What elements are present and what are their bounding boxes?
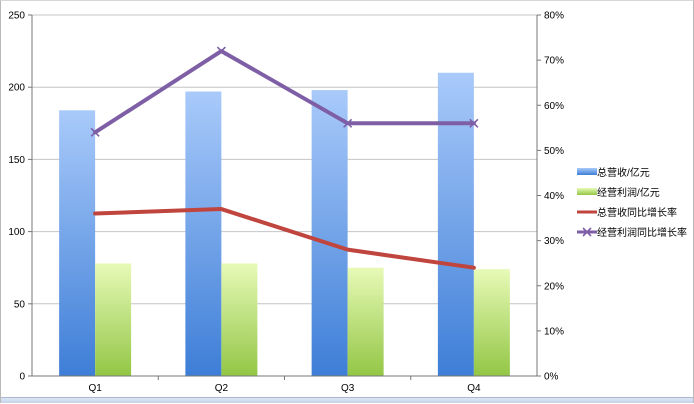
window-bottom-edge [1, 397, 693, 403]
x-axis-tick-label: Q2 [215, 383, 229, 394]
bar [311, 90, 348, 376]
right-axis-tick-label: 80% [544, 11, 564, 22]
left-axis-tick-label: 200 [8, 83, 25, 94]
bar [437, 72, 474, 376]
legend-label: 经营利润/亿元 [597, 186, 660, 199]
marker-stroke [469, 118, 479, 128]
legend-swatch [577, 188, 597, 195]
bar [59, 110, 96, 376]
marker-stroke [343, 118, 353, 128]
bar [473, 269, 510, 376]
bar [347, 267, 384, 376]
legend-label: 总营收同比增长率 [597, 206, 677, 219]
series-line [93, 207, 476, 270]
legend-marker [582, 227, 592, 237]
bar [185, 91, 222, 377]
right-axis-tick-label: 60% [544, 101, 564, 112]
legend-label: 经营利润同比增长率 [597, 226, 687, 239]
legend-swatch [577, 168, 597, 175]
left-axis-tick-label: 0 [19, 372, 25, 383]
line-point-marker [90, 127, 100, 137]
right-axis-tick-label: 40% [544, 191, 564, 202]
right-axis-tick-label: 30% [544, 236, 564, 247]
left-axis-tick-label: 100 [8, 227, 25, 238]
line-point-marker [469, 118, 479, 128]
x-axis-tick-label: Q1 [88, 383, 102, 394]
right-axis-tick-label: 0% [544, 372, 559, 383]
right-axis-tick-label: 50% [544, 146, 564, 157]
marker-stroke [90, 127, 100, 137]
marker-stroke [216, 46, 226, 56]
x-axis-tick-label: Q3 [341, 383, 355, 394]
legend-label: 总营收/亿元 [597, 166, 650, 179]
right-axis-tick-label: 10% [544, 326, 564, 337]
line-point-marker [216, 46, 226, 56]
left-axis-tick-label: 250 [8, 11, 25, 22]
x-axis-tick-label: Q4 [467, 383, 481, 394]
series-line [93, 49, 476, 135]
bar [221, 263, 258, 376]
axes: 0 50 100 150 200 250 0% 10% 20% 30% 40% 50% 60% 70% 80… [8, 11, 564, 395]
line-point-marker [343, 118, 353, 128]
left-axis-tick-label: 50 [14, 299, 26, 310]
bar-series [59, 72, 510, 377]
right-axis-tick-label: 70% [544, 56, 564, 67]
left-axis-tick-label: 150 [8, 155, 25, 166]
bar [95, 263, 132, 376]
line-series [90, 46, 479, 270]
right-axis-tick-label: 20% [544, 281, 564, 292]
